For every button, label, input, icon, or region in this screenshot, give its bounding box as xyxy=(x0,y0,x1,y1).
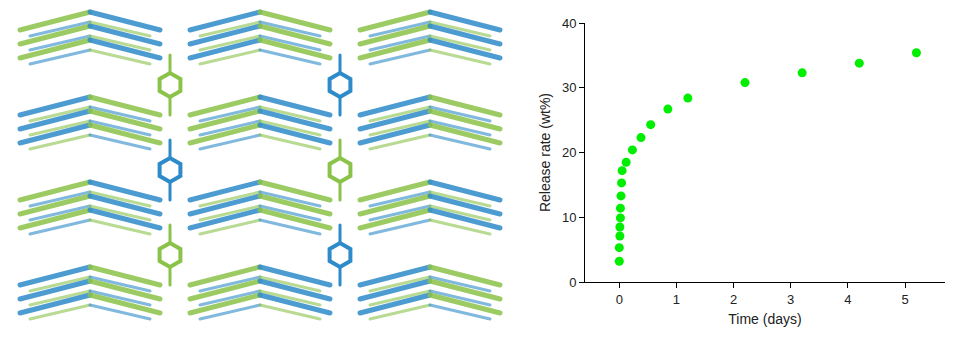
svg-text:10: 10 xyxy=(562,210,576,225)
svg-text:4: 4 xyxy=(844,292,851,307)
svg-text:3: 3 xyxy=(787,292,794,307)
svg-text:Time (days): Time (days) xyxy=(728,311,801,327)
svg-text:2: 2 xyxy=(730,292,737,307)
svg-text:20: 20 xyxy=(562,145,576,160)
svg-text:Release rate (wt%): Release rate (wt%) xyxy=(537,93,553,212)
svg-text:0: 0 xyxy=(616,292,623,307)
svg-text:1: 1 xyxy=(673,292,680,307)
svg-text:0: 0 xyxy=(569,275,576,290)
svg-text:40: 40 xyxy=(562,16,576,31)
svg-text:5: 5 xyxy=(901,292,908,307)
svg-text:30: 30 xyxy=(562,80,576,95)
